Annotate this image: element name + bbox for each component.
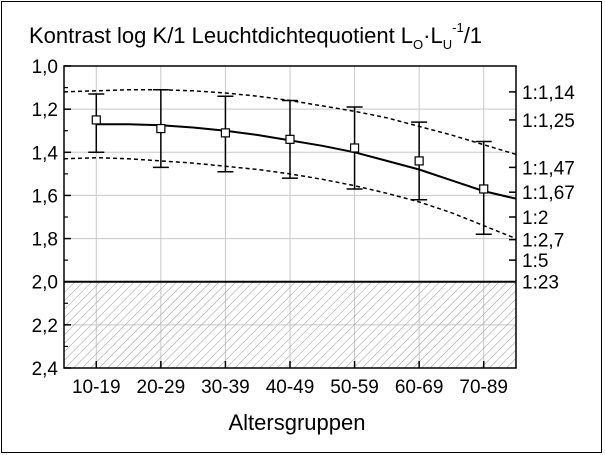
right-tick-label-2: 1:1,47 — [522, 158, 575, 179]
x-tick-label-1: 20-29 — [137, 377, 186, 398]
x-tick-label-5: 60-69 — [395, 377, 444, 398]
data-point-1 — [156, 123, 166, 134]
x-tick-label-6: 70-89 — [459, 377, 508, 398]
right-tick-label-3: 1:1,67 — [522, 183, 575, 204]
right-tick-label-7: 1:23 — [522, 273, 559, 294]
title-dot: ·L — [423, 23, 443, 48]
right-tick-label-1: 1:1,25 — [522, 111, 575, 132]
data-point-5 — [414, 156, 424, 166]
x-axis-title: Altersgruppen — [229, 410, 366, 435]
title-sub-u: U — [443, 37, 452, 52]
x-axis-labels: 10-19 20-29 30-39 40-49 50-59 60-69 70-89 — [72, 377, 508, 398]
right-tick-label-4: 1:2 — [522, 208, 548, 229]
title-main: Kontrast log K/1 Leuchtdichtequotient L — [29, 23, 413, 48]
chart-title: Kontrast log K/1 Leuchtdichtequotient LO… — [29, 20, 482, 52]
x-tick-label-3: 40-49 — [266, 377, 315, 398]
title-sup: -1 — [452, 20, 464, 35]
data-point-0 — [91, 115, 101, 125]
hatched-region — [64, 281, 516, 368]
ticks-layer — [64, 65, 516, 369]
y-tick-label-1: 1,2 — [32, 100, 58, 121]
title-sub-o: O — [413, 37, 423, 52]
x-tick-label-4: 50-59 — [330, 377, 379, 398]
y-tick-label-6: 2,2 — [32, 316, 58, 337]
data-point-6 — [479, 184, 489, 194]
points-layer — [91, 115, 489, 194]
right-tick-label-5: 1:2,7 — [522, 231, 564, 252]
y-tick-label-7: 2,4 — [32, 359, 59, 380]
right-tick-label-6: 1:5 — [522, 251, 548, 272]
title-tail: /1 — [464, 23, 482, 48]
y-tick-label-2: 1,4 — [32, 143, 59, 164]
x-tick-label-0: 10-19 — [72, 377, 121, 398]
data-point-3 — [285, 134, 295, 144]
y-tick-label-4: 1,8 — [32, 230, 58, 251]
data-point-4 — [349, 143, 360, 153]
right-axis-labels: 1:1,14 1:1,25 1:1,47 1:1,67 1:21:2,71:51:23 — [522, 83, 575, 294]
data-point-2 — [220, 128, 231, 138]
y-tick-label-5: 2,0 — [32, 273, 58, 294]
fit-curve — [96, 123, 517, 200]
x-tick-label-2: 30-39 — [201, 377, 250, 398]
right-tick-label-0: 1:1,14 — [522, 83, 575, 104]
y-tick-label-3: 1,6 — [32, 186, 58, 207]
y-tick-label-0: 1,0 — [32, 57, 58, 78]
left-axis-labels: 1,0 1,2 1,4 1,6 1,8 2,0 2,2 2,4 — [32, 57, 59, 380]
